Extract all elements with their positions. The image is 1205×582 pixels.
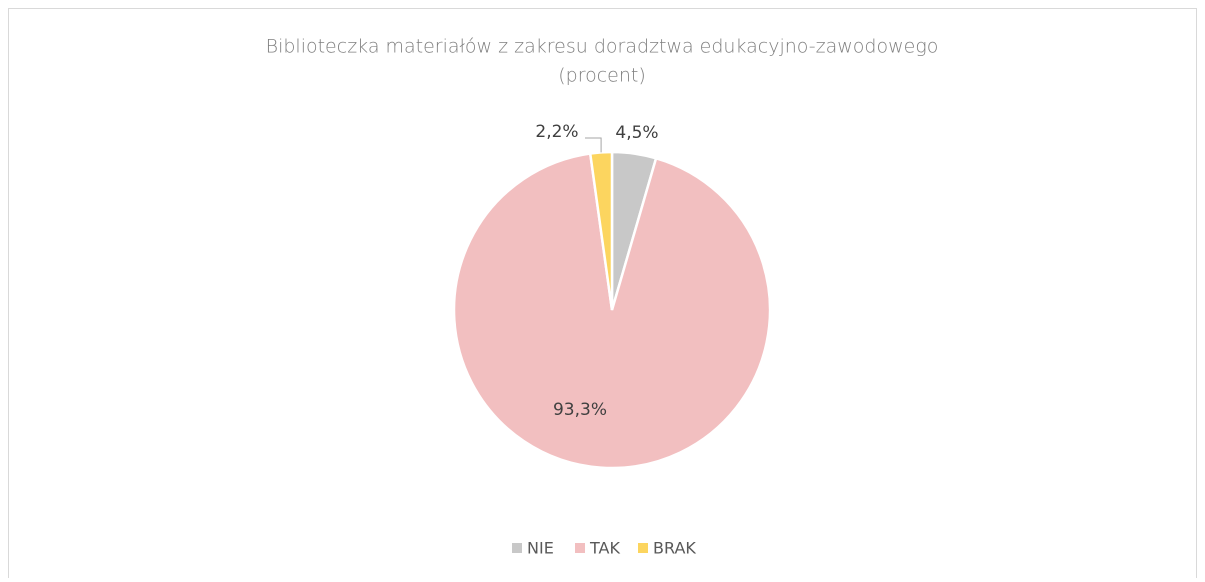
data-label: 2,2% [535, 122, 578, 142]
legend-label: TAK [589, 539, 620, 558]
pie-slice [452, 152, 772, 470]
chart-title: Biblioteczka materiałów z zakresu doradz… [266, 36, 939, 58]
legend-swatch [575, 543, 585, 553]
legend: NIE TAK BRAK [512, 539, 696, 558]
pie [452, 150, 772, 470]
legend-label: NIE [527, 539, 554, 558]
legend-swatch [512, 543, 522, 553]
data-label: 93,3% [553, 400, 607, 420]
leader-line [585, 137, 602, 153]
chart-title: (procent) [558, 65, 646, 87]
legend-label: BRAK [653, 539, 696, 558]
labels: 4,5% 93,3% 2,2% [535, 122, 658, 420]
data-label: 4,5% [615, 123, 658, 143]
legend-swatch [638, 543, 648, 553]
